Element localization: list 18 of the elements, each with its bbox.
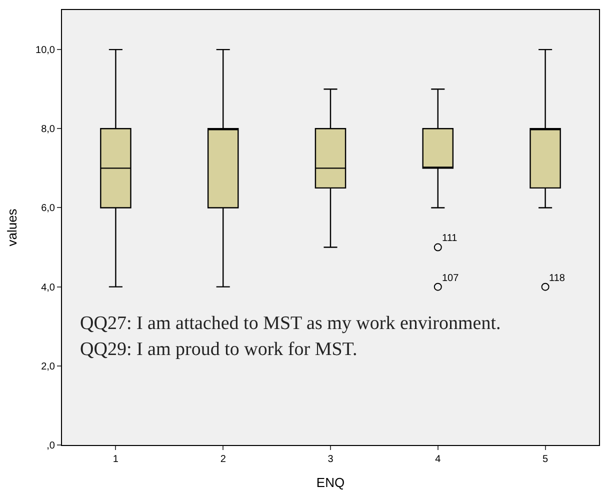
annotation: 118 (549, 273, 566, 284)
annotation: 107 (442, 273, 460, 284)
y-tick-label: 2,0 (41, 361, 56, 372)
x-axis-title: ENQ (316, 475, 345, 490)
y-tick-label: ,0 (46, 440, 56, 452)
y-axis-title: values (4, 208, 20, 246)
y-tick-label: 4,0 (41, 282, 56, 294)
x-tick-label: 2 (220, 454, 226, 465)
annotation: QQ27: I am attached to MST as my work environment. (80, 313, 501, 334)
annotation: 111 (442, 233, 458, 244)
y-tick-label: 6,0 (41, 203, 56, 214)
x-tick-label: 3 (328, 454, 334, 465)
x-tick-label: 5 (542, 454, 549, 465)
annotation: QQ29: I am proud to work for MST. (80, 339, 358, 360)
y-tick-label: 8,0 (41, 124, 56, 136)
x-tick-label: 4 (435, 454, 442, 465)
x-tick-label: 1 (112, 454, 119, 465)
y-tick-label: 10,0 (36, 45, 56, 56)
